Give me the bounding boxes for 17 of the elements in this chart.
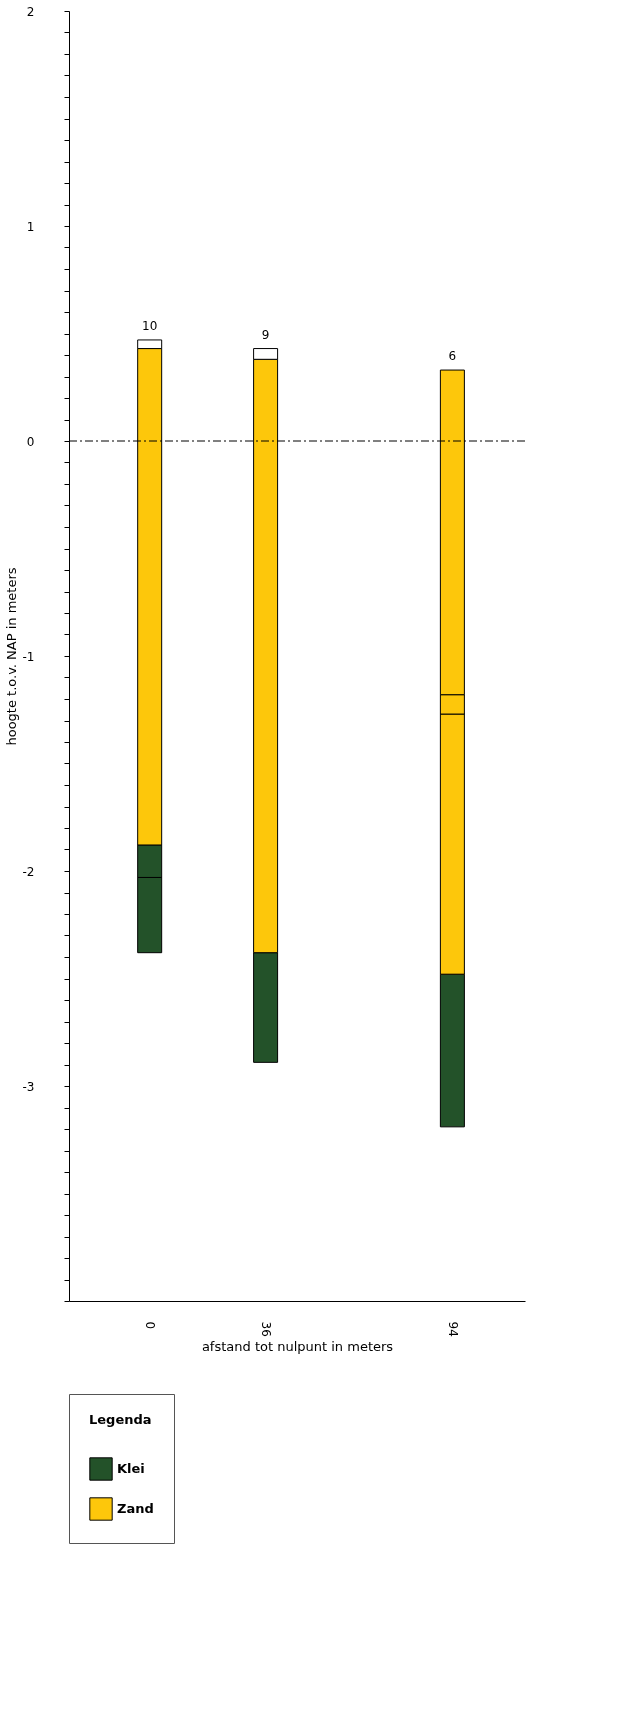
x-tick-label: 36: [259, 1321, 274, 1337]
x-tick-label: 94: [445, 1321, 460, 1337]
annotation: 6: [448, 349, 457, 364]
y-tick-label: -2: [22, 864, 35, 879]
legend-title: Legenda: [89, 1412, 152, 1427]
x-axis-title: afstand tot nulpunt in meters: [201, 1338, 394, 1354]
annotation: 10: [142, 318, 158, 333]
y-axis-title: hoogte t.o.v. NAP in meters: [3, 567, 19, 746]
y-tick-label: -1: [22, 649, 35, 664]
y-tick-label: 0: [26, 434, 35, 449]
legend-label: Klei: [117, 1461, 145, 1476]
legend-label: Zand: [117, 1501, 154, 1516]
x-tick-label: 0: [143, 1321, 158, 1330]
annotation: 9: [261, 327, 270, 342]
y-tick-label: 2: [26, 4, 35, 19]
y-tick-label: -3: [22, 1079, 35, 1094]
y-tick-label: 1: [26, 219, 35, 234]
